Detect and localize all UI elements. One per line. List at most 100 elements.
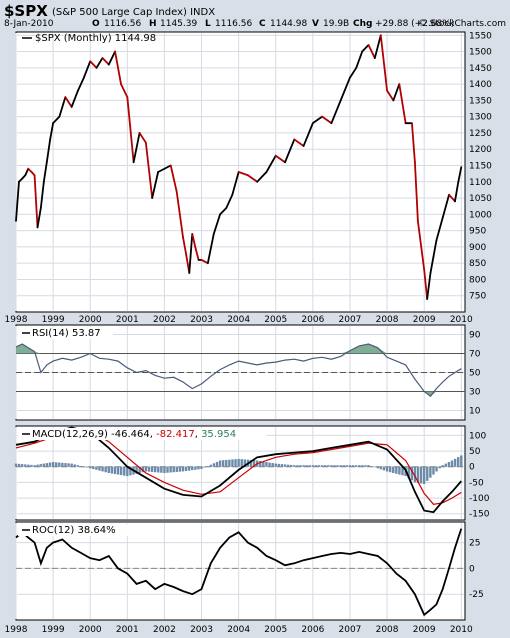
macd-histogram-bar (95, 466, 98, 470)
roc-xtick-label: 2003 (190, 625, 213, 635)
roc-xtick-label: 1998 (5, 625, 28, 635)
price-ytick-label: 1500 (469, 48, 492, 58)
price-line-segment (361, 44, 370, 53)
macd-line (15, 426, 462, 514)
price-line-segment (386, 89, 395, 102)
macd-histogram-bar (113, 466, 117, 475)
macd-histogram-bar (231, 459, 234, 467)
macd-histogram-bar (203, 466, 206, 468)
rsi-ytick-label: 10 (469, 407, 481, 417)
price-ytick-label: 1350 (469, 96, 492, 106)
price-line-segment (206, 232, 215, 265)
roc-xtick-label: 2008 (376, 625, 399, 635)
price-line-segment (77, 76, 85, 92)
rsi-ytick-label: 90 (469, 331, 481, 341)
price-line-segment (225, 193, 234, 209)
rsi-ytick-label: 50 (469, 369, 481, 379)
macd-histogram-bar (82, 466, 86, 468)
price-line-segment (120, 83, 129, 99)
price-line-segment (182, 236, 187, 255)
price-line-segment (274, 154, 286, 164)
macd-histogram-bar (123, 466, 126, 476)
price-line-segment (237, 171, 249, 177)
price-line-segment (349, 66, 358, 79)
macd-histogram-bar (447, 462, 451, 467)
price-line-segment (194, 245, 200, 261)
macd-histogram-bar (119, 466, 123, 476)
header-symbol: $SPX (4, 2, 48, 20)
macd-histogram-bar (438, 466, 441, 469)
macd-histogram-bar (419, 466, 423, 484)
macd-histogram-bar (379, 466, 383, 470)
price-line-segment (231, 171, 240, 196)
macd-histogram-bar (85, 466, 89, 468)
macd-histogram-bar (237, 458, 240, 467)
header-c-label: C (259, 19, 266, 29)
rsi-legend-bg (18, 327, 113, 339)
price-line-segment (435, 216, 444, 242)
macd-histogram-bar (320, 465, 324, 467)
header-l-value: 1116.56 (215, 19, 252, 29)
price-ytick-label: 1150 (469, 161, 492, 171)
price-line-segment (432, 239, 438, 258)
price-line-segment (311, 115, 324, 125)
macd-histogram-bar (280, 464, 284, 467)
macd-histogram-bar (104, 466, 107, 473)
macd-histogram-bar (129, 466, 132, 476)
roc-ytick-label: 25 (469, 539, 480, 549)
price-line-segment (169, 164, 178, 193)
macd-histogram-bar (70, 463, 73, 467)
price-line-segment (200, 259, 209, 265)
price-xtick-label: 2000 (79, 315, 102, 325)
price-line-segment (339, 76, 351, 102)
macd-histogram-bar (107, 466, 110, 473)
rsi-legend-label: RSI(14) 53.87 (32, 328, 101, 339)
macd-histogram-bar (110, 466, 114, 474)
price-ytick-label: 1400 (469, 80, 492, 90)
price-line-segment (39, 180, 45, 209)
price-line-segment (52, 115, 61, 125)
macd-histogram-bar (206, 466, 209, 467)
header-h-label: H (149, 19, 157, 29)
header-h-value: 1145.39 (160, 19, 197, 29)
macd-histogram-bar (265, 462, 268, 467)
macd-histogram-bar (283, 464, 287, 467)
macd-histogram-bar (166, 466, 169, 473)
macd-histogram-bar (370, 466, 373, 467)
price-ytick-label: 850 (469, 259, 486, 269)
price-line-segment (302, 122, 314, 147)
price-ytick-label: 1000 (469, 210, 492, 220)
macd-histogram-bar (178, 466, 182, 472)
macd-histogram-bar (271, 463, 274, 467)
macd-histogram-bar (407, 466, 410, 479)
macd-histogram-bar (398, 466, 401, 475)
macd-legend-signal-value: -82.417 (156, 429, 195, 440)
macd-legend-hist-value: 35.954 (201, 429, 236, 440)
macd-legend-sep: , (195, 429, 201, 440)
roc-xtick-label: 1999 (42, 625, 65, 635)
roc-legend-bg (18, 524, 130, 536)
macd-histogram-bar (153, 466, 157, 473)
macd-histogram-bar (435, 466, 438, 472)
price-ytick-label: 1200 (469, 145, 492, 155)
price-line-segment (330, 99, 342, 125)
macd-ytick-label: -150 (469, 510, 490, 520)
macd-histogram-bar (441, 465, 444, 467)
price-line-segment (398, 83, 407, 125)
price-line-segment (355, 50, 364, 69)
macd-histogram-bar (234, 459, 237, 467)
price-ytick-label: 1450 (469, 64, 492, 74)
macd-histogram-bar (172, 466, 175, 473)
price-line-segment (392, 83, 401, 102)
price-line-segment (256, 171, 268, 183)
price-line-segment (379, 34, 388, 92)
macd-histogram-bar (73, 464, 76, 467)
header-ohlc: O 1116.56 H 1145.39 L 1116.56 C 1144.98 … (92, 19, 454, 29)
macd-histogram-bar (181, 466, 185, 472)
price-xtick-label: 2008 (376, 315, 399, 325)
price-line-segment (36, 206, 42, 229)
macd-histogram-bar (314, 465, 318, 467)
price-xtick-label: 2005 (264, 315, 287, 325)
macd-histogram-bar (209, 464, 213, 467)
price-line-segment (138, 132, 147, 144)
